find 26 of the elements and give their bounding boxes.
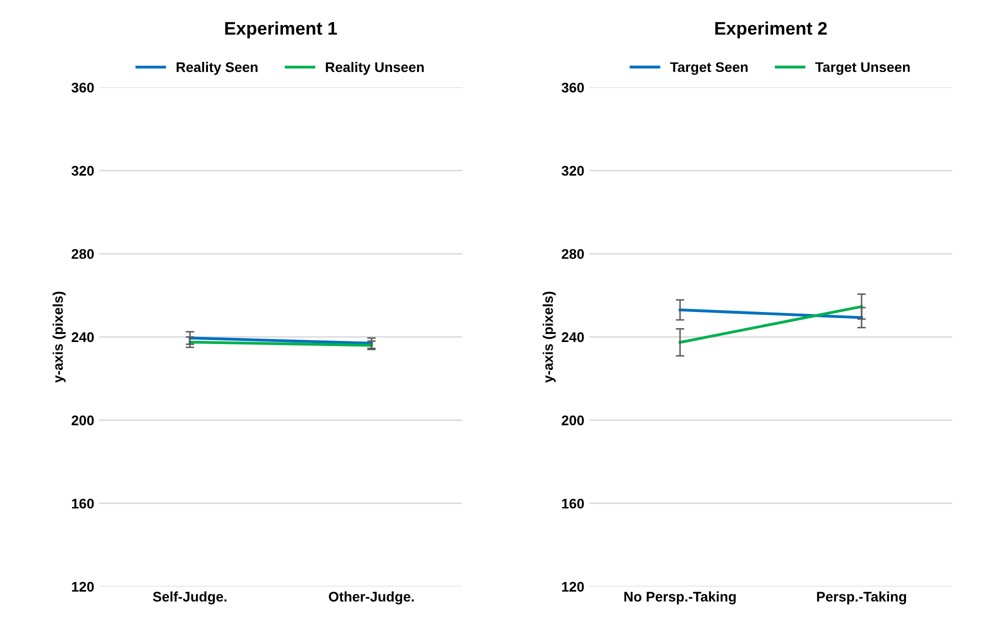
y-tick-label: 240 [562, 332, 584, 342]
y-tick-label: 360 [562, 82, 584, 93]
y-tick-label: 120 [562, 582, 584, 592]
x-tick-label: Self-Judge. [152, 591, 226, 604]
chart-title: Experiment 1 [225, 22, 337, 38]
y-tick-label: 320 [562, 166, 584, 176]
y-tick-label: 280 [562, 249, 584, 259]
y-tick-label: 160 [72, 498, 94, 509]
y-tick-label: 120 [72, 582, 94, 592]
y-tick-label: 200 [562, 415, 584, 426]
y-axis-title: y-axis (pixels) [52, 292, 66, 383]
x-tick-label: Other-Judge. [328, 591, 414, 604]
y-tick-label: 320 [71, 166, 94, 176]
legend-label: Reality Seen [176, 62, 258, 75]
y-tick-label: 240 [72, 332, 94, 342]
x-tick-label: No Persp.-Taking [624, 591, 736, 604]
legend-label: Reality Unseen [326, 62, 424, 75]
x-tick-label: Persp.-Taking [817, 591, 906, 604]
legend-label: Target Seen [670, 62, 748, 75]
chart-title: Experiment 2 [715, 22, 827, 38]
y-tick-label: 280 [72, 249, 94, 259]
legend-label: Target Unseen [815, 62, 910, 75]
y-tick-label: 200 [72, 415, 94, 426]
y-tick-label: 360 [71, 82, 94, 93]
y-tick-label: 160 [562, 498, 584, 509]
y-axis-title: y-axis (pixels) [542, 292, 556, 383]
